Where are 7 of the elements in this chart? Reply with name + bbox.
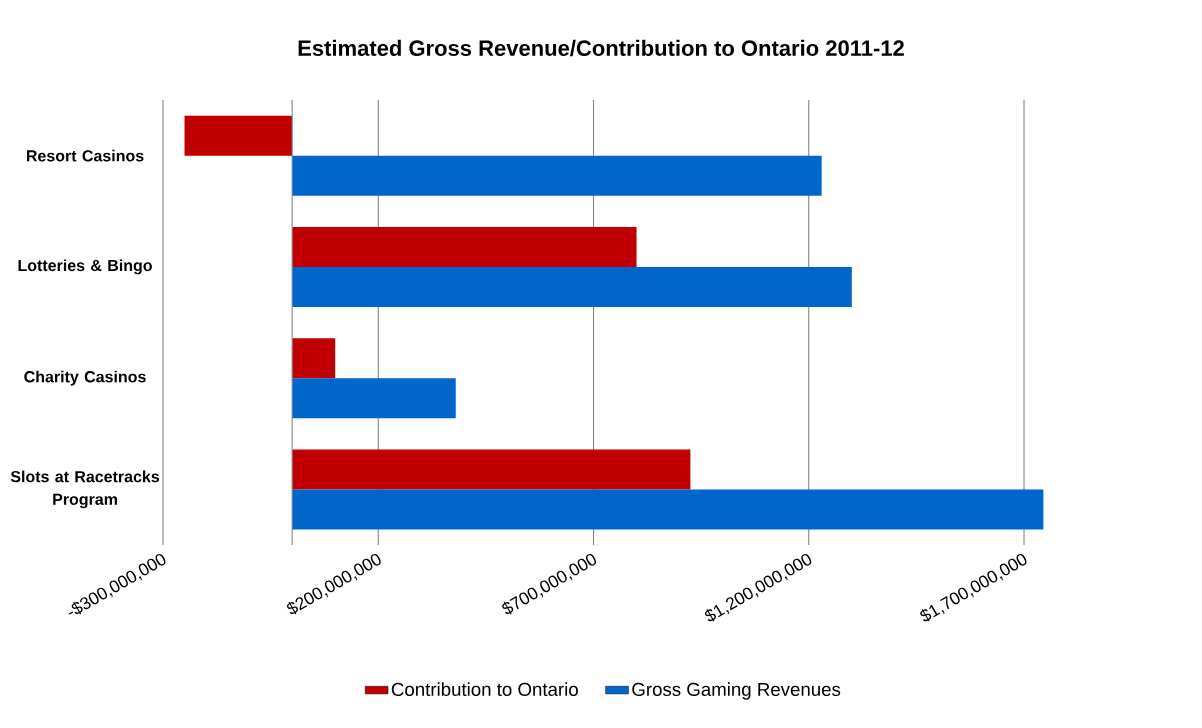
legend-label: Gross Gaming Revenues <box>632 682 841 700</box>
y-tick-label: Lotteries & Bingo <box>18 259 152 275</box>
legend-label: Contribution to Ontario <box>391 682 578 697</box>
y-tick-label: Slots at Racetracks Program <box>10 470 160 509</box>
y-tick-label: Resort Casinos <box>26 149 144 162</box>
y-tick-label: Charity Casinos <box>24 370 146 386</box>
chart-title: Estimated Gross Revenue/Contribution to Ontario 2011-12 <box>298 39 904 57</box>
